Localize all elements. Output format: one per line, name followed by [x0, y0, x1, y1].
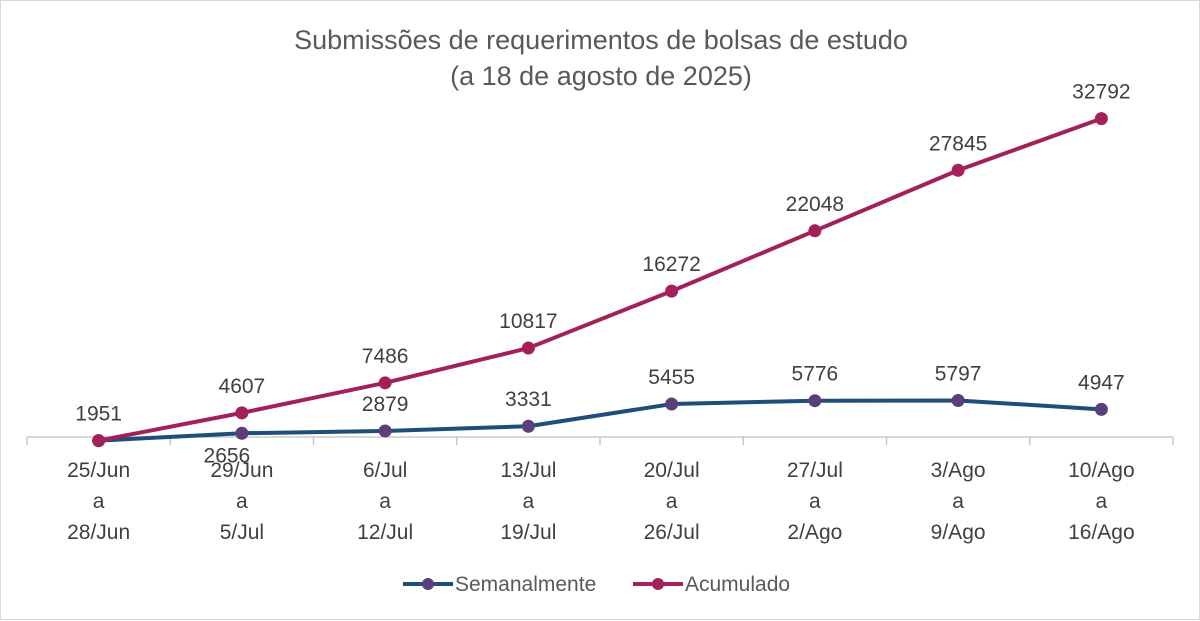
data-label: 3331: [505, 388, 552, 411]
data-point: [808, 224, 822, 238]
data-label: 2656: [204, 444, 251, 467]
x-tick-label: 10/Ago: [1068, 459, 1135, 482]
x-tick-label: 20/Jul: [644, 459, 700, 482]
x-tick-label: 2/Ago: [787, 521, 842, 544]
data-label: 7486: [362, 345, 409, 368]
series-line: [96, 116, 1104, 443]
data-point: [92, 434, 106, 448]
data-label: 10817: [499, 310, 557, 333]
data-label: 27845: [929, 132, 987, 155]
series-acumulado: [92, 112, 1108, 448]
data-point: [951, 163, 965, 177]
data-label: 16272: [642, 253, 700, 276]
data-point: [1094, 112, 1108, 126]
data-label: 4947: [1078, 371, 1125, 394]
x-axis: 25/Jun a 28/Jun 29/Jun a 5/Jul 6/Jul a 12/Jul 13/…: [26, 436, 1174, 544]
x-tick-label: 13/Jul: [500, 459, 556, 482]
series-line: [96, 398, 1104, 443]
data-point: [665, 397, 679, 411]
x-tick-label: 25/Jun: [67, 459, 130, 482]
series-layer: [92, 112, 1108, 448]
data-labels: 1951 2656 2879 3331 5455 5776 5797 4947 4607 7486…: [75, 81, 1130, 468]
data-point: [1094, 402, 1108, 416]
data-point: [235, 406, 249, 420]
legend-label: Acumulado: [685, 573, 790, 596]
data-label: 5776: [792, 363, 839, 386]
legend-label: Semanalmente: [455, 573, 596, 596]
data-point: [378, 424, 392, 438]
x-tick-label: a: [379, 490, 391, 513]
data-label: 5455: [648, 366, 695, 389]
x-tick-label: a: [666, 490, 678, 513]
data-point: [521, 341, 535, 355]
chart-title: Submissões de requerimentos de bolsas de…: [294, 25, 908, 55]
x-tick-label: 16/Ago: [1068, 521, 1135, 544]
x-tick-label: a: [809, 490, 821, 513]
data-label: 22048: [786, 193, 844, 216]
data-point: [235, 426, 249, 440]
x-tick-label: 5/Jul: [220, 521, 264, 544]
x-tick-label: 26/Jul: [644, 521, 700, 544]
data-point: [808, 394, 822, 408]
data-label: 4607: [219, 375, 266, 398]
data-point: [951, 393, 965, 407]
x-tick-label: 6/Jul: [363, 459, 407, 482]
x-tick-label: a: [952, 490, 964, 513]
data-label: 2879: [362, 393, 409, 416]
x-tick-label: 9/Ago: [931, 521, 986, 544]
x-tick-label: 28/Jun: [67, 521, 130, 544]
data-point: [378, 376, 392, 390]
x-tick-label: a: [93, 490, 105, 513]
x-tick-label: a: [236, 490, 248, 513]
x-tick-label: a: [523, 490, 535, 513]
data-point: [665, 284, 679, 298]
legend-marker: [422, 578, 434, 590]
x-tick-label: a: [1096, 490, 1108, 513]
x-tick-label: 27/Jul: [787, 459, 843, 482]
data-label: 1951: [75, 403, 122, 426]
legend-item-acumulado: Acumulado: [633, 573, 790, 596]
legend-item-semanalmente: Semanalmente: [403, 573, 596, 596]
x-tick-label: 29/Jun: [210, 459, 273, 482]
x-tick-label: 19/Jul: [500, 521, 556, 544]
data-label: 32792: [1072, 81, 1130, 104]
chart-subtitle: (a 18 de agosto de 2025): [450, 61, 752, 91]
legend: Semanalmente Acumulado: [403, 573, 790, 596]
legend-marker: [652, 578, 664, 590]
x-tick-label: 12/Jul: [357, 521, 413, 544]
x-tick-label: 3/Ago: [931, 459, 986, 482]
data-label: 5797: [935, 362, 982, 385]
data-point: [521, 419, 535, 433]
